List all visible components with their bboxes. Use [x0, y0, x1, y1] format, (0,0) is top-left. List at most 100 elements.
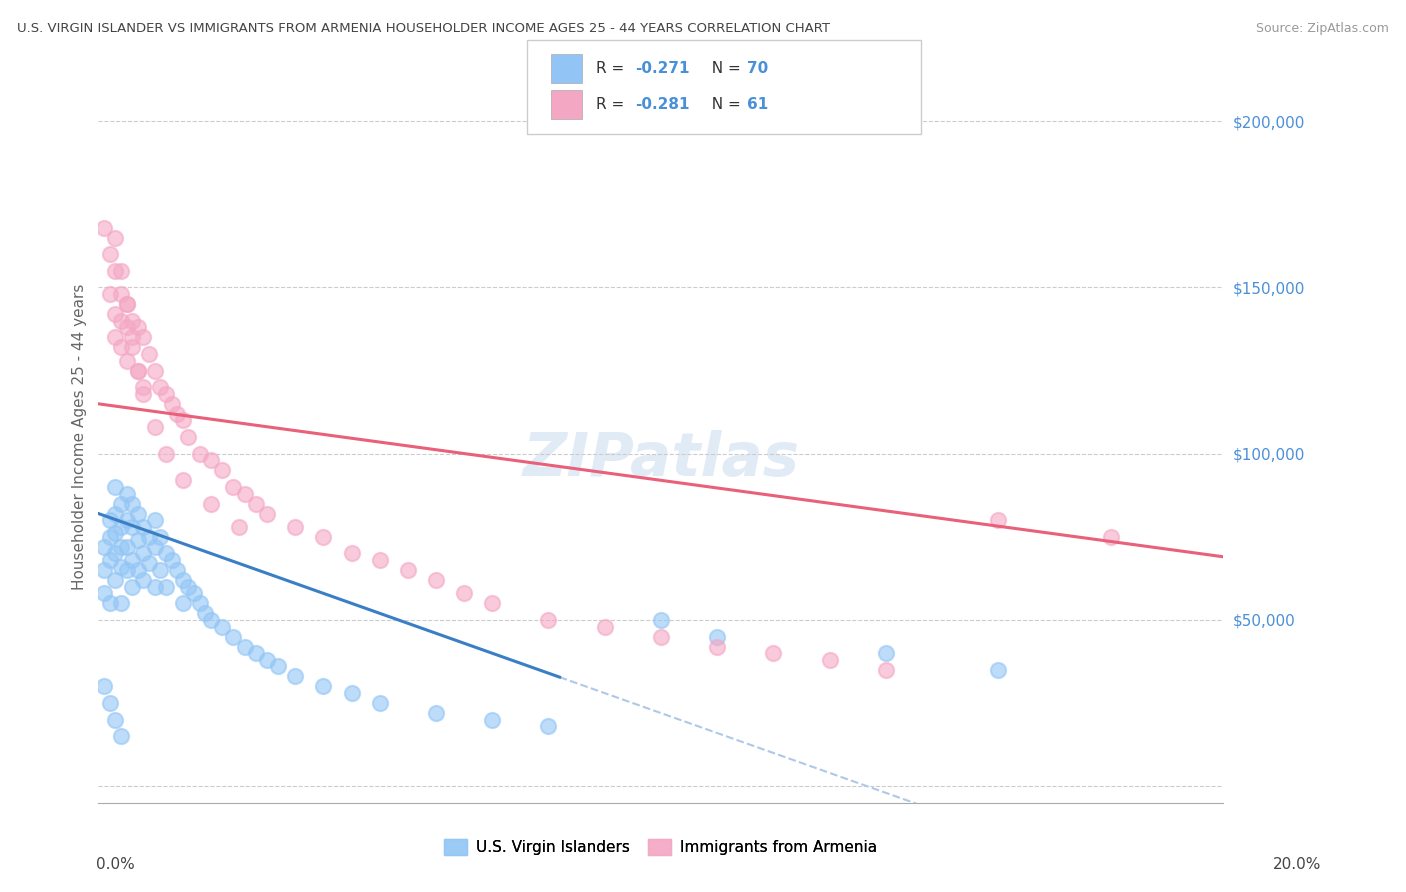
Point: [200, 453, 222, 467]
Point: [98, 596, 121, 610]
Point: [132, 387, 155, 401]
Text: -0.271: -0.271: [636, 62, 690, 76]
Point: [143, 513, 166, 527]
Text: 70: 70: [747, 62, 768, 76]
Point: [188, 596, 211, 610]
Point: [706, 640, 728, 654]
Point: [425, 706, 447, 720]
Point: [172, 413, 194, 427]
Point: [98, 287, 121, 301]
Point: [138, 347, 160, 361]
Point: [115, 353, 138, 368]
Point: [245, 497, 267, 511]
Point: [593, 619, 616, 633]
Point: [143, 580, 166, 594]
Point: [110, 340, 132, 354]
Point: [115, 297, 138, 311]
Point: [121, 580, 143, 594]
Point: [188, 447, 211, 461]
Point: [155, 546, 177, 560]
Point: [121, 497, 143, 511]
Point: [706, 630, 728, 644]
Point: [143, 540, 166, 554]
Point: [110, 596, 132, 610]
Point: [104, 330, 127, 344]
Text: Source: ZipAtlas.com: Source: ZipAtlas.com: [1256, 22, 1389, 36]
Point: [166, 407, 188, 421]
Point: [228, 520, 250, 534]
Text: 20.0%: 20.0%: [1274, 857, 1322, 872]
Point: [650, 630, 672, 644]
Point: [368, 553, 391, 567]
Point: [177, 580, 200, 594]
Point: [172, 473, 194, 487]
Point: [987, 513, 1010, 527]
Point: [98, 553, 121, 567]
Point: [127, 363, 149, 377]
Point: [155, 447, 177, 461]
Point: [115, 513, 138, 527]
Point: [98, 247, 121, 261]
Text: 61: 61: [747, 97, 768, 112]
Point: [160, 553, 183, 567]
Point: [138, 557, 160, 571]
Point: [233, 640, 256, 654]
Text: R =: R =: [596, 97, 630, 112]
Text: N =: N =: [702, 97, 745, 112]
Point: [396, 563, 419, 577]
Point: [340, 546, 363, 560]
Point: [104, 507, 127, 521]
Point: [132, 546, 155, 560]
Point: [172, 573, 194, 587]
Point: [132, 573, 155, 587]
Point: [818, 653, 841, 667]
Text: -0.281: -0.281: [636, 97, 690, 112]
Point: [368, 696, 391, 710]
Point: [127, 507, 149, 521]
Point: [121, 314, 143, 328]
Point: [222, 630, 245, 644]
Point: [143, 420, 166, 434]
Point: [537, 613, 560, 627]
Point: [104, 307, 127, 321]
Point: [98, 696, 121, 710]
Point: [121, 553, 143, 567]
Point: [267, 659, 290, 673]
Point: [155, 580, 177, 594]
Point: [453, 586, 475, 600]
Legend: U.S. Virgin Islanders, Immigrants from Armenia: U.S. Virgin Islanders, Immigrants from A…: [437, 833, 884, 861]
Point: [166, 563, 188, 577]
Point: [115, 486, 138, 500]
Point: [121, 330, 143, 344]
Point: [1099, 530, 1122, 544]
Point: [155, 387, 177, 401]
Point: [211, 463, 233, 477]
Point: [177, 430, 200, 444]
Point: [93, 220, 115, 235]
Point: [110, 520, 132, 534]
Point: [104, 264, 127, 278]
Point: [875, 646, 897, 660]
Point: [132, 330, 155, 344]
Point: [110, 314, 132, 328]
Point: [222, 480, 245, 494]
Point: [93, 586, 115, 600]
Point: [115, 297, 138, 311]
Point: [132, 520, 155, 534]
Point: [98, 513, 121, 527]
Point: [875, 663, 897, 677]
Point: [127, 363, 149, 377]
Point: [121, 520, 143, 534]
Point: [110, 264, 132, 278]
Point: [93, 563, 115, 577]
Point: [127, 320, 149, 334]
Point: [143, 363, 166, 377]
Point: [104, 230, 127, 244]
Point: [110, 287, 132, 301]
Point: [110, 497, 132, 511]
Point: [149, 530, 172, 544]
Point: [104, 480, 127, 494]
Point: [245, 646, 267, 660]
Point: [256, 653, 278, 667]
Text: N =: N =: [702, 62, 745, 76]
